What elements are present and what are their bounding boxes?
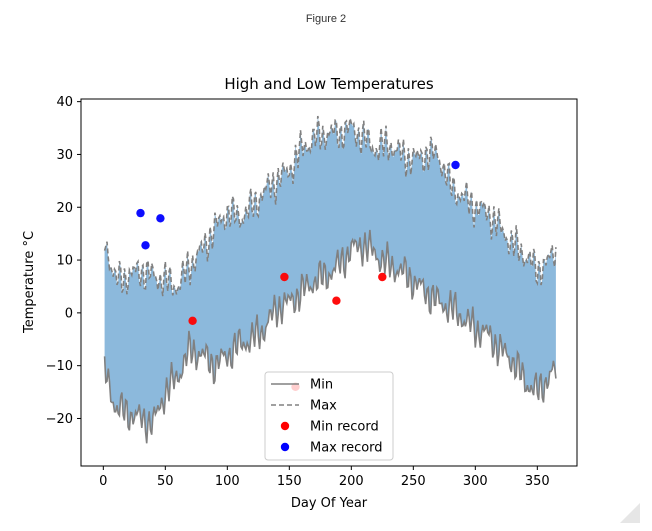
x-axis-label: Day Of Year [291, 496, 368, 511]
y-tick-label: −20 [46, 412, 73, 427]
x-tick-label: 150 [277, 474, 302, 489]
series-max-line [103, 115, 557, 297]
legend-box [264, 371, 394, 461]
x-tick-label: 350 [525, 474, 550, 489]
y-tick-label: 10 [56, 254, 73, 269]
y-tick-label: 20 [56, 201, 73, 216]
max-record-point [136, 208, 145, 218]
min-record-point [378, 272, 387, 282]
legend-entry-label: Min [310, 378, 333, 393]
y-axis-ticks: −20 −10 0 10 20 30 40 [46, 95, 81, 427]
x-tick-label: 50 [157, 474, 174, 489]
y-tick-label: 0 [65, 306, 73, 321]
x-tick-label: 0 [99, 474, 107, 489]
series-min-line [103, 229, 557, 444]
x-tick-label: 250 [401, 474, 426, 489]
range-fill-area [104, 116, 556, 444]
y-axis-label: Temperature °C [22, 231, 37, 334]
legend-entry-label: Max [310, 399, 337, 414]
y-tick-label: 40 [56, 95, 73, 110]
y-tick-label: 30 [56, 148, 73, 163]
x-tick-label: 300 [463, 474, 488, 489]
legend-entry-label: Min record [310, 420, 379, 435]
x-tick-label: 200 [339, 474, 364, 489]
max-record-point [451, 160, 460, 170]
legend-min-record-marker [280, 421, 290, 431]
window-title: Figure 2 [305, 13, 347, 25]
chart-title: High and Low Temperatures [224, 75, 434, 93]
resize-grip-icon[interactable] [620, 503, 640, 523]
max-record-point [141, 241, 150, 250]
x-axis-ticks: 0 50 100 150 200 250 300 350 [99, 466, 550, 489]
min-record-point [188, 316, 197, 325]
legend-max-record-marker [280, 442, 290, 452]
plot-area-frame [80, 98, 578, 467]
x-tick-label: 100 [215, 474, 240, 489]
min-record-point [332, 296, 341, 305]
legend: Min Max Min record Max record [264, 371, 394, 461]
min-record-point [280, 272, 289, 282]
y-tick-label: −10 [46, 359, 73, 374]
legend-entry-label: Max record [310, 441, 383, 456]
max-record-point [156, 214, 165, 223]
